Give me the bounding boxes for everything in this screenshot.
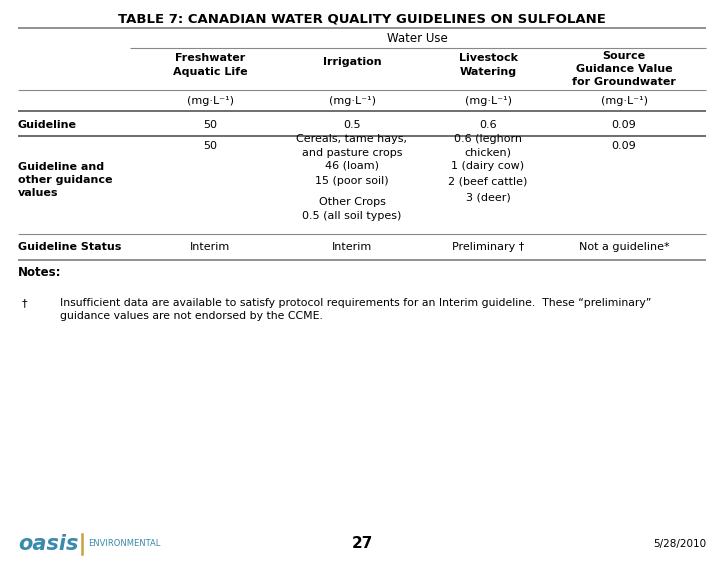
Text: Interim: Interim: [190, 242, 230, 252]
Text: 15 (poor soil): 15 (poor soil): [315, 176, 389, 186]
Text: Livestock
Watering: Livestock Watering: [458, 53, 518, 77]
Text: Water Use: Water Use: [387, 33, 447, 46]
Text: 27: 27: [351, 537, 373, 551]
Text: 5/28/2010: 5/28/2010: [653, 539, 706, 549]
Text: 0.6 (leghorn
chicken): 0.6 (leghorn chicken): [454, 134, 522, 158]
Text: (mg·L⁻¹): (mg·L⁻¹): [600, 96, 647, 106]
Text: †: †: [22, 298, 28, 308]
Text: Guideline: Guideline: [18, 120, 77, 130]
Text: 0.5: 0.5: [343, 120, 361, 130]
Text: 0.5 (all soil types): 0.5 (all soil types): [303, 211, 402, 221]
Text: ENVIRONMENTAL: ENVIRONMENTAL: [88, 539, 161, 549]
Text: Source
Guidance Value
for Groundwater: Source Guidance Value for Groundwater: [572, 51, 676, 87]
Text: (mg·L⁻¹): (mg·L⁻¹): [187, 96, 234, 106]
Text: (mg·L⁻¹): (mg·L⁻¹): [465, 96, 511, 106]
Text: Guideline and
other guidance
values: Guideline and other guidance values: [18, 162, 112, 198]
Text: 50: 50: [203, 120, 217, 130]
Text: 46 (loam): 46 (loam): [325, 160, 379, 170]
Text: 50: 50: [203, 141, 217, 151]
Text: Insufficient data are available to satisfy protocol requirements for an Interim : Insufficient data are available to satis…: [60, 298, 652, 321]
Text: oasis: oasis: [18, 534, 78, 554]
Text: 3 (deer): 3 (deer): [466, 193, 510, 203]
Text: Guideline Status: Guideline Status: [18, 242, 122, 252]
Text: Cereals, tame hays,
and pasture crops: Cereals, tame hays, and pasture crops: [297, 134, 408, 158]
Text: 0.6: 0.6: [479, 120, 497, 130]
Text: 1 (dairy cow): 1 (dairy cow): [452, 161, 525, 171]
Text: Irrigation: Irrigation: [323, 57, 382, 67]
Text: Not a guideline*: Not a guideline*: [578, 242, 669, 252]
Text: Freshwater
Aquatic Life: Freshwater Aquatic Life: [173, 53, 248, 77]
Text: 2 (beef cattle): 2 (beef cattle): [448, 177, 528, 187]
Text: (mg·L⁻¹): (mg·L⁻¹): [329, 96, 376, 106]
Text: 0.09: 0.09: [612, 141, 636, 151]
Text: Notes:: Notes:: [18, 267, 62, 280]
Text: Preliminary †: Preliminary †: [452, 242, 524, 252]
Text: Other Crops: Other Crops: [319, 197, 385, 207]
Text: TABLE 7: CANADIAN WATER QUALITY GUIDELINES ON SULFOLANE: TABLE 7: CANADIAN WATER QUALITY GUIDELIN…: [118, 13, 606, 26]
Text: Interim: Interim: [332, 242, 372, 252]
Text: 0.09: 0.09: [612, 120, 636, 130]
